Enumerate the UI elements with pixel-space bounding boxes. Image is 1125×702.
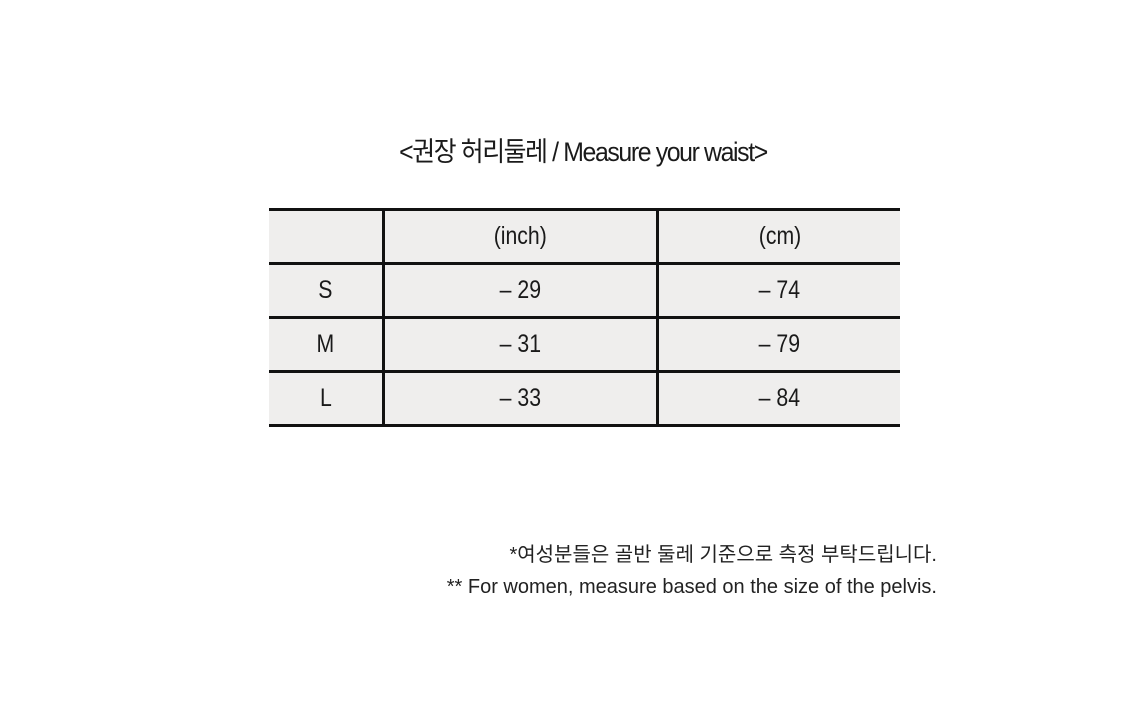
table-row: S – 29 – 74 <box>269 262 900 319</box>
size-cell: L <box>269 370 384 427</box>
inch-cell: – 31 <box>382 316 658 373</box>
size-cell: S <box>269 262 384 319</box>
page-title: <권장 허리둘레 / Measure your waist> <box>399 137 768 167</box>
inch-cell: – 29 <box>382 262 658 319</box>
size-cell: M <box>269 316 384 373</box>
header-cm: (cm) <box>656 208 900 265</box>
note-korean: *여성분들은 골반 둘레 기준으로 측정 부탁드립니다. <box>509 544 937 566</box>
table-row: M – 31 – 79 <box>269 316 900 373</box>
cm-cell: – 74 <box>656 262 900 319</box>
size-table: (inch) (cm) S – 29 – 74 M – 31 – 79 L – … <box>269 208 900 427</box>
header-inch: (inch) <box>382 208 658 265</box>
table-row: L – 33 – 84 <box>269 370 900 427</box>
header-size <box>269 208 384 265</box>
cm-cell: – 79 <box>656 316 900 373</box>
inch-cell: – 33 <box>382 370 658 427</box>
table-header-row: (inch) (cm) <box>269 208 900 265</box>
cm-cell: – 84 <box>656 370 900 427</box>
note-english: ** For women, measure based on the size … <box>446 576 937 598</box>
